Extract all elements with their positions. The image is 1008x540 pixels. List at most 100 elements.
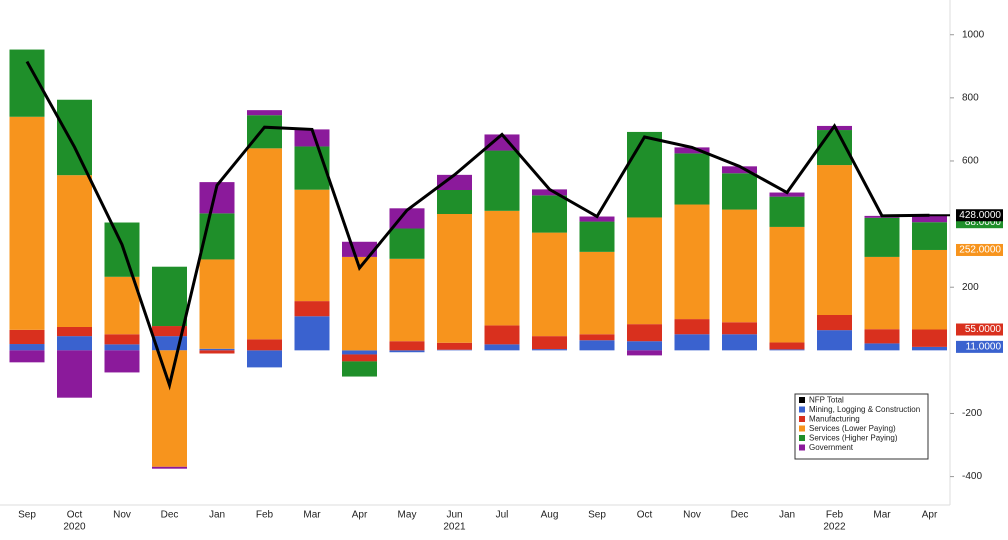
bar-segment <box>864 343 900 351</box>
bar-segment <box>437 174 472 191</box>
bar-segment <box>532 189 567 196</box>
bar-segment <box>722 173 757 210</box>
bar-segment <box>199 259 235 349</box>
bar-segment <box>817 165 852 315</box>
bar-segment <box>769 226 805 343</box>
bar-segment <box>769 342 805 350</box>
bar-segment <box>199 350 235 354</box>
x-tick-label: Jan <box>209 510 225 521</box>
bar-segment <box>912 222 947 250</box>
year-label: 2021 <box>443 522 466 533</box>
bar-segment <box>104 350 140 373</box>
bar-segment <box>57 99 92 176</box>
bar-segment <box>152 326 187 337</box>
bar-segment <box>152 350 187 467</box>
bar-segment <box>389 208 425 229</box>
bar-segment <box>152 466 187 469</box>
x-tick-label: Mar <box>303 510 321 521</box>
y-tick-label: 600 <box>962 156 979 167</box>
bar-segment <box>342 350 377 355</box>
x-tick-label: Jul <box>496 510 509 521</box>
x-tick-label: Feb <box>826 510 844 521</box>
x-tick-label: Apr <box>922 510 938 521</box>
x-tick-label: Apr <box>352 510 368 521</box>
bar-segment <box>9 329 45 345</box>
x-tick-label: Nov <box>683 510 701 521</box>
legend-box <box>794 393 929 460</box>
legend-label: Services (Higher Paying) <box>809 434 898 443</box>
bar-segment <box>104 334 140 345</box>
bar-segment <box>437 190 472 214</box>
bar-segment <box>104 344 140 351</box>
legend-label: Mining, Logging & Construction <box>809 405 920 414</box>
x-tick-label: Jan <box>779 510 795 521</box>
bar-segment <box>627 131 662 218</box>
bar-segment <box>57 175 92 327</box>
bar-segment <box>532 349 567 351</box>
bar-segment <box>9 344 45 351</box>
bar-segment <box>389 228 425 259</box>
x-tick-label: Mar <box>873 510 891 521</box>
value-label: 252.0000 <box>959 245 1001 256</box>
y-tick-label: 200 <box>962 282 979 293</box>
x-tick-label: Oct <box>637 510 653 521</box>
bar-segment <box>912 249 947 330</box>
value-label-box <box>956 209 1003 222</box>
y-tick-label: 1000 <box>962 29 985 40</box>
bar-segment <box>294 301 330 317</box>
bar-segment <box>57 350 92 398</box>
bar-segment <box>294 316 330 351</box>
x-tick-label: May <box>398 510 417 521</box>
bar-segment <box>104 276 140 335</box>
legend-swatch <box>799 435 805 441</box>
bar-segment <box>722 166 757 174</box>
x-tick-label: Jun <box>446 510 462 521</box>
bar-segment <box>342 354 377 362</box>
y-tick-label: 800 <box>962 92 979 103</box>
bar-segment <box>674 147 710 154</box>
bar-segment <box>532 336 567 350</box>
bar-segment <box>674 319 710 335</box>
value-label-box <box>956 323 1003 336</box>
bar-segment <box>9 116 45 330</box>
x-tick-label: Aug <box>541 510 559 521</box>
year-label: 2020 <box>63 522 86 533</box>
bar-segment <box>104 222 140 277</box>
legend-label: Manufacturing <box>809 415 860 424</box>
bar-segment <box>674 204 710 320</box>
value-label: 88.0000 <box>965 217 1002 228</box>
bar-segment <box>9 350 45 363</box>
bar-segment <box>579 251 615 335</box>
x-tick-label: Nov <box>113 510 131 521</box>
legend-label: NFP Total <box>809 396 844 405</box>
bar-segment <box>247 339 282 351</box>
legend-label: Services (Lower Paying) <box>809 424 896 433</box>
bar-segment <box>674 153 710 205</box>
bar-segment <box>342 256 377 351</box>
x-tick-label: Sep <box>588 510 606 521</box>
bar-segment <box>864 329 900 344</box>
bar-segment <box>389 350 425 353</box>
bar-segment <box>532 232 567 337</box>
x-tick-label: Sep <box>18 510 36 521</box>
bar-segment <box>864 256 900 330</box>
value-label: 428.0000 <box>959 210 1001 221</box>
bar-segment <box>152 266 187 327</box>
bar-segment <box>674 334 710 351</box>
legend-swatch <box>799 444 805 451</box>
bar-segment <box>532 195 567 233</box>
bar-segment <box>912 329 947 347</box>
x-tick-label: Feb <box>256 510 274 521</box>
y-tick-label: -200 <box>962 408 982 419</box>
value-label-box <box>956 243 1003 256</box>
bar-segment <box>912 215 947 223</box>
bar-segment <box>437 342 472 350</box>
x-tick-label: Oct <box>67 510 83 521</box>
bar-segment <box>817 330 852 351</box>
bar-segment <box>57 326 92 337</box>
bar-segment <box>247 148 282 340</box>
bar-segment <box>484 344 520 351</box>
bar-segment <box>57 336 92 351</box>
bar-segment <box>817 314 852 331</box>
